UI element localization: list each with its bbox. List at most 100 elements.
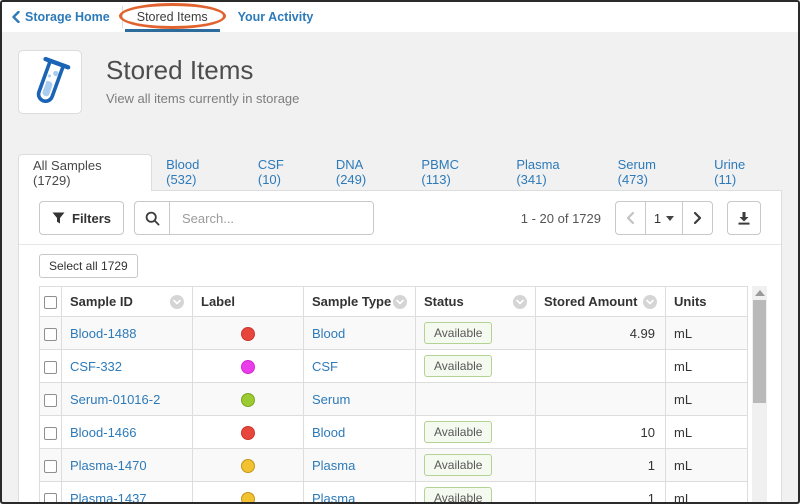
tab-pbmc[interactable]: PBMC (113) [421,157,459,187]
row-checkbox[interactable] [44,426,57,440]
column-header-stored-amount: Stored Amount [535,286,666,317]
table-row: Blood-1488 Blood Available 4.99 mL [39,316,748,350]
column-label: Sample ID [70,294,133,309]
scroll-up-arrow-icon[interactable] [754,290,765,296]
pagination-info: 1 - 20 of 1729 [520,210,601,226]
storage-home-link[interactable]: Storage Home [12,2,110,32]
download-icon [738,212,750,225]
units-cell: mL [665,316,748,350]
funnel-icon [52,212,65,224]
column-menu-icon[interactable] [513,294,527,309]
sample-id-link[interactable]: Plasma-1470 [70,457,147,473]
filters-button[interactable]: Filters [39,201,125,235]
samples-table: Sample ID Label Sample Type Status [39,286,748,504]
search-button[interactable] [135,202,171,234]
selection-row: Select all 1729 [19,245,781,286]
row-checkbox[interactable] [44,459,57,473]
tab-plasma[interactable]: Plasma (341) [516,157,560,187]
sample-type-link[interactable]: CSF [312,358,338,374]
units-cell: mL [665,382,748,416]
row-checkbox[interactable] [44,360,57,374]
stored-amount-cell: 4.99 [535,316,666,350]
table-row: Blood-1466 Blood Available 10 mL [39,415,748,449]
status-badge: Available [424,322,493,344]
column-header-label: Label [192,286,304,317]
your-activity-label: Your Activity [237,10,314,24]
header-titles: Stored Items View all items currently in… [106,50,299,154]
tab-stored-items[interactable]: Stored Items [118,2,226,32]
table-row: Serum-01016-2 Serum mL [39,382,748,416]
active-tab-underline [124,29,220,32]
column-menu-icon[interactable] [643,294,657,309]
column-label: Status [424,294,464,309]
color-label-dot [241,326,255,341]
search-input[interactable] [170,202,374,234]
stored-amount-cell [535,382,666,416]
page-title: Stored Items [106,55,254,85]
vertical-scrollbar[interactable] [752,286,767,502]
sample-id-link[interactable]: Blood-1488 [70,325,137,341]
stored-items-label: Stored Items [136,10,208,24]
sample-id-link[interactable]: CSF-332 [70,358,123,374]
sample-type-link[interactable]: Blood [312,325,346,341]
stored-amount-cell: 10 [535,415,666,449]
column-header-sample-id: Sample ID [61,286,193,317]
stored-amount-cell [535,349,666,383]
column-menu-icon[interactable] [170,294,184,309]
column-label: Sample Type [312,294,392,309]
column-header-units: Units [665,286,748,317]
tab-urine[interactable]: Urine (11) [714,157,746,187]
tab-csf[interactable]: CSF (10) [257,157,284,187]
chevron-right-icon [693,211,702,225]
current-page-number: 1 [653,210,662,226]
color-label-dot [241,458,255,473]
sample-id-link[interactable]: Serum-01016-2 [70,391,161,407]
status-badge: Available [424,355,493,377]
tab-serum[interactable]: Serum (473) [617,157,656,187]
select-all-button[interactable]: Select all 1729 [39,254,138,278]
units-cell: mL [665,349,748,383]
color-label-dot [241,425,255,440]
chevron-left-icon [626,211,635,225]
column-menu-icon[interactable] [393,294,407,309]
page-select-button[interactable]: 1 [645,201,683,235]
sample-type-link[interactable]: Blood [312,424,346,440]
pagination-controls: 1 [615,201,713,235]
sample-tabstrip: All Samples (1729) Blood (532) CSF (10) … [18,154,782,191]
header-icon-card [18,50,82,114]
sample-type-link[interactable]: Plasma [312,490,356,504]
grid-toolbar: Filters 1 - 20 of 1729 1 [19,191,781,245]
column-header-status: Status [415,286,536,317]
sample-id-link[interactable]: Plasma-1437 [70,490,147,504]
row-checkbox[interactable] [44,492,57,502]
status-badge: Available [424,454,493,476]
tab-dna[interactable]: DNA (249) [335,157,367,187]
table-row: Plasma-1437 Plasma Available 1 mL [39,481,748,504]
tab-your-activity[interactable]: Your Activity [232,2,320,32]
grid-panel: Filters 1 - 20 of 1729 1 [18,190,782,504]
status-badge: Available [424,487,493,502]
export-button[interactable] [727,201,761,235]
row-checkbox[interactable] [44,327,57,341]
next-page-button[interactable] [682,201,713,235]
prev-page-button[interactable] [615,201,646,235]
row-checkbox[interactable] [44,393,57,407]
table-row: CSF-332 CSF Available mL [39,349,748,383]
column-label: Stored Amount [544,294,638,309]
select-all-checkbox[interactable] [44,296,57,310]
search-icon [145,211,160,226]
sample-id-link[interactable]: Blood-1466 [70,424,137,440]
sample-type-link[interactable]: Serum [312,391,351,407]
tab-all-samples[interactable]: All Samples (1729) [18,154,153,191]
nav-divider [121,6,123,28]
units-cell: mL [665,448,748,482]
scrollbar-thumb[interactable] [753,300,766,403]
filters-label: Filters [72,210,112,226]
table-area: Sample ID Label Sample Type Status [19,286,781,504]
color-label-dot [241,392,255,407]
status-badge: Available [424,421,493,443]
page-header: Stored Items View all items currently in… [2,32,798,154]
sample-type-link[interactable]: Plasma [312,457,356,473]
tab-blood[interactable]: Blood (532) [166,157,200,187]
